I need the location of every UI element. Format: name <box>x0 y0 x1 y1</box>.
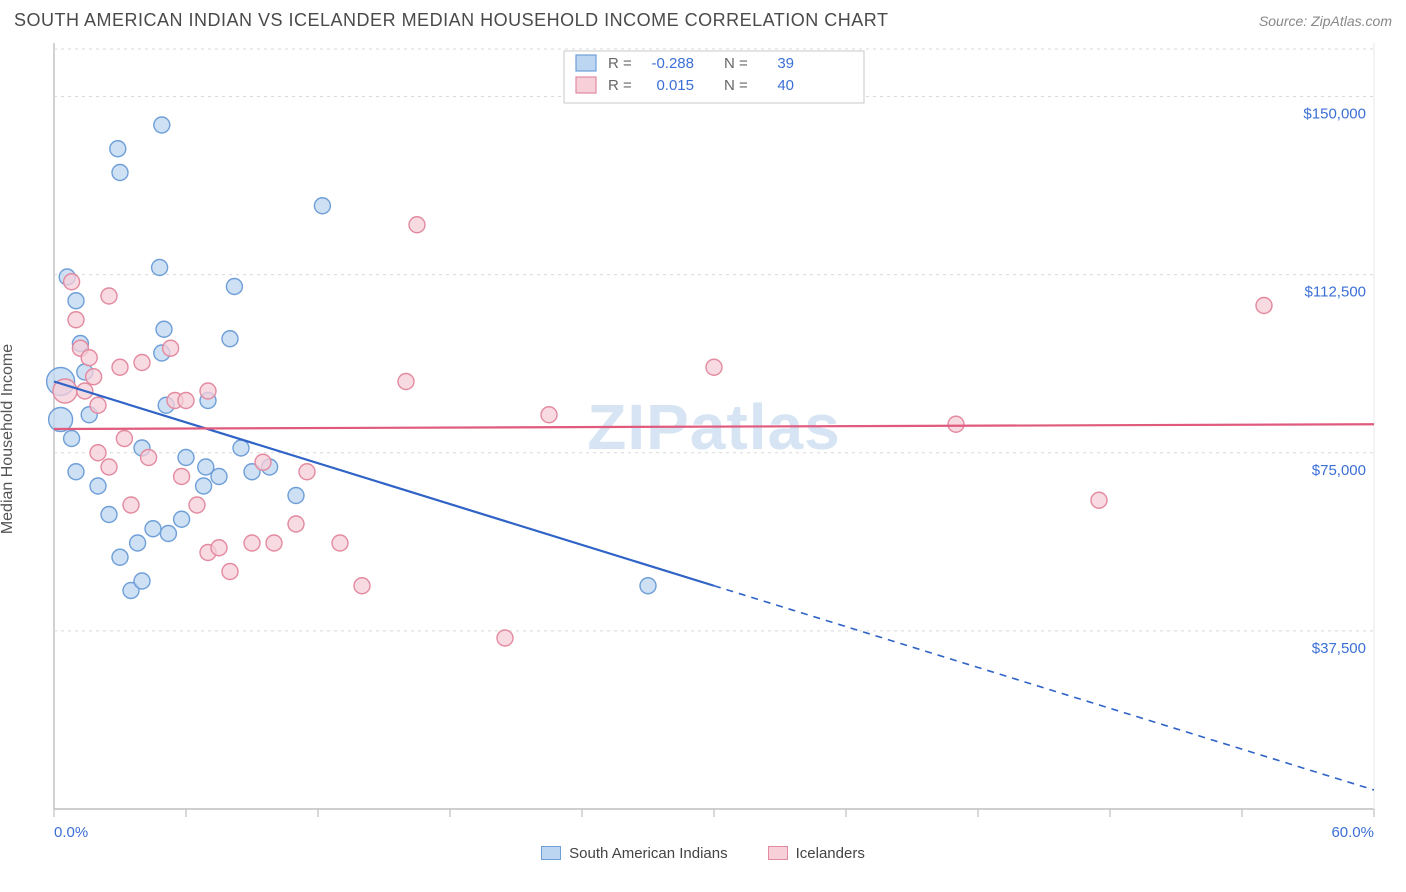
y-gridline-label: $37,500 <box>1312 640 1366 657</box>
data-point-sai <box>222 331 238 347</box>
stats-N-value-sai: 39 <box>777 55 794 72</box>
data-point-ice <box>178 393 194 409</box>
data-point-sai <box>145 521 161 537</box>
data-point-sai <box>110 141 126 157</box>
stats-R-label: R = <box>608 77 632 94</box>
stats-N-label: N = <box>724 55 748 72</box>
data-point-ice <box>163 340 179 356</box>
legend-label-sai: South American Indians <box>569 845 727 862</box>
stats-chip-ice <box>576 77 596 93</box>
data-point-ice <box>141 450 157 466</box>
stats-N-value-ice: 40 <box>777 77 794 94</box>
data-point-ice <box>101 288 117 304</box>
data-point-ice <box>211 540 227 556</box>
data-point-ice <box>706 359 722 375</box>
data-point-ice <box>116 431 132 447</box>
chart-title: SOUTH AMERICAN INDIAN VS ICELANDER MEDIA… <box>14 10 888 31</box>
x-axis-max-label: 60.0% <box>1331 824 1374 839</box>
stats-R-value-ice: 0.015 <box>656 77 694 94</box>
data-point-ice <box>332 535 348 551</box>
data-point-ice <box>68 312 84 328</box>
data-point-sai <box>90 478 106 494</box>
data-point-sai <box>101 507 117 523</box>
data-point-sai <box>130 535 146 551</box>
bottom-legend: South American Indians Icelanders <box>0 845 1406 862</box>
data-point-sai <box>233 440 249 456</box>
data-point-sai <box>134 573 150 589</box>
data-point-ice <box>244 535 260 551</box>
legend-item-ice: Icelanders <box>768 845 865 862</box>
trend-line-dashed-sai <box>714 586 1374 790</box>
data-point-ice <box>1091 492 1107 508</box>
data-point-ice <box>81 350 97 366</box>
y-axis-label: Median Household Income <box>0 344 17 534</box>
data-point-ice <box>541 407 557 423</box>
legend-label-ice: Icelanders <box>796 845 865 862</box>
x-axis-min-label: 0.0% <box>54 824 88 839</box>
scatter-chart: Median Household Income $37,500$75,000$1… <box>14 39 1392 839</box>
data-point-ice <box>299 464 315 480</box>
stats-R-value-sai: -0.288 <box>651 55 694 72</box>
data-point-sai <box>154 117 170 133</box>
y-gridline-label: $150,000 <box>1303 106 1366 123</box>
data-point-ice <box>86 369 102 385</box>
stats-chip-sai <box>576 55 596 71</box>
y-gridline-label: $112,500 <box>1305 284 1366 301</box>
data-point-ice <box>90 445 106 461</box>
data-point-sai <box>288 488 304 504</box>
data-point-ice <box>255 454 271 470</box>
data-point-sai <box>211 469 227 485</box>
data-point-ice <box>123 497 139 513</box>
data-point-ice <box>112 359 128 375</box>
data-point-sai <box>640 578 656 594</box>
data-point-ice <box>497 630 513 646</box>
data-point-ice <box>1256 298 1272 314</box>
data-point-ice <box>354 578 370 594</box>
data-point-sai <box>156 321 172 337</box>
stats-N-label: N = <box>724 77 748 94</box>
source-label: Source: ZipAtlas.com <box>1259 13 1392 29</box>
data-point-sai <box>152 260 168 276</box>
data-point-ice <box>174 469 190 485</box>
data-point-sai <box>68 293 84 309</box>
data-point-ice <box>64 274 80 290</box>
data-point-sai <box>314 198 330 214</box>
data-point-sai <box>68 464 84 480</box>
data-point-ice <box>948 416 964 432</box>
data-point-ice <box>222 564 238 580</box>
data-point-sai <box>178 450 194 466</box>
legend-item-sai: South American Indians <box>541 845 727 862</box>
data-point-ice <box>200 383 216 399</box>
y-gridline-label: $75,000 <box>1312 462 1366 479</box>
data-point-ice <box>398 374 414 390</box>
data-point-ice <box>288 516 304 532</box>
data-point-sai <box>196 478 212 494</box>
data-point-sai <box>160 526 176 542</box>
data-point-ice <box>409 217 425 233</box>
data-point-ice <box>90 397 106 413</box>
data-point-sai <box>112 549 128 565</box>
data-point-ice <box>134 355 150 371</box>
data-point-sai <box>64 431 80 447</box>
data-point-sai <box>112 165 128 181</box>
data-point-sai <box>226 279 242 295</box>
data-point-ice <box>101 459 117 475</box>
stats-R-label: R = <box>608 55 632 72</box>
data-point-ice <box>189 497 205 513</box>
data-point-sai <box>174 511 190 527</box>
data-point-ice <box>266 535 282 551</box>
